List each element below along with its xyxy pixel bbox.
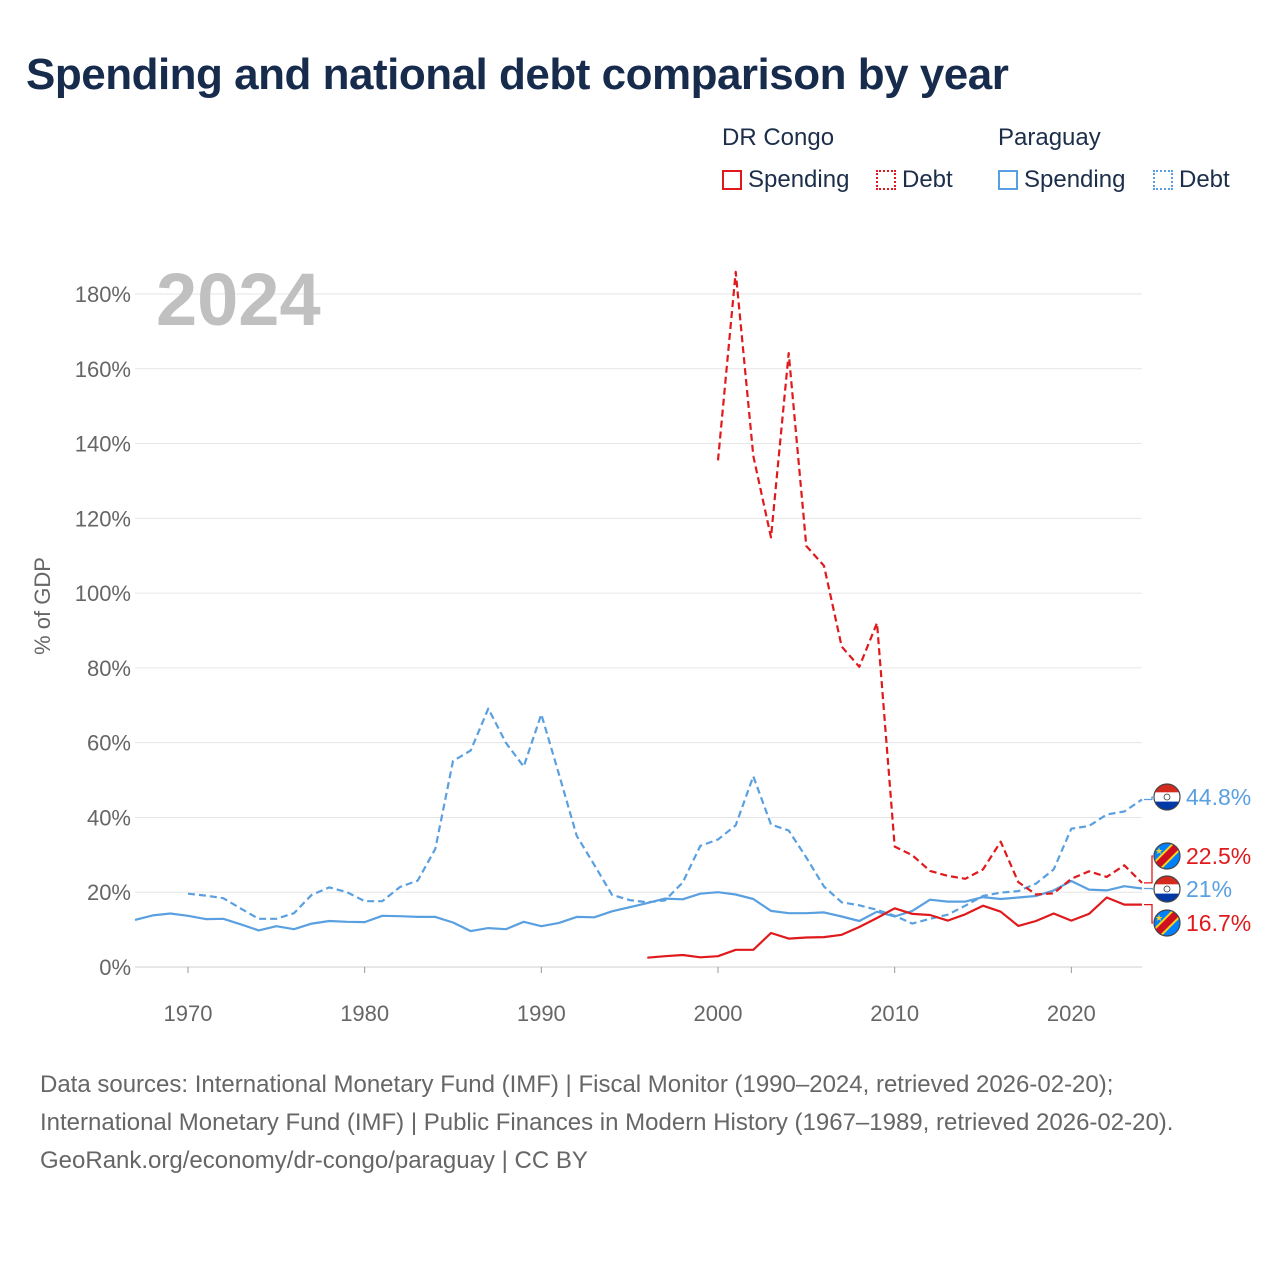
series-line-drc-spending	[647, 896, 1142, 959]
footer: Data sources: International Monetary Fun…	[40, 1066, 1250, 1180]
y-tick-label: 100%	[75, 581, 131, 606]
chart-title: Spending and national debt comparison by…	[26, 50, 1009, 99]
legend-label: Spending	[748, 166, 850, 193]
x-tick-label: 1990	[517, 1001, 566, 1026]
y-tick-label: 160%	[75, 357, 131, 382]
y-axis-label: % of GDP	[30, 557, 55, 655]
series-lines	[134, 270, 1143, 959]
y-tick-label: 40%	[87, 805, 131, 830]
svg-text:★: ★	[1155, 914, 1163, 924]
grid-lines	[135, 293, 1142, 968]
end-label-drc-debt: 22.5%	[1186, 843, 1251, 869]
end-label-connector	[1144, 903, 1153, 924]
x-tick-label: 2020	[1047, 1001, 1096, 1026]
end-label-paraguay-spending: 21%	[1186, 876, 1232, 902]
y-tick-label: 60%	[87, 731, 131, 756]
end-labels: 44.8% ★ 22.5% 21% ★ 16.7%	[1144, 783, 1251, 937]
x-tick-label: 1970	[164, 1001, 213, 1026]
legend-country-paraguay: Paraguay	[998, 124, 1101, 151]
year-watermark: 2024	[156, 258, 321, 341]
y-tick-label: 20%	[87, 880, 131, 905]
end-label-connector	[1144, 887, 1153, 890]
legend-drc-debt[interactable]: Debt	[876, 166, 953, 194]
legend-label: Debt	[1179, 166, 1230, 193]
legend-country-drc: DR Congo	[722, 124, 835, 151]
legend: DR Congo Spending Debt Paraguay Spending…	[0, 0, 1280, 220]
x-tick-label: 2000	[694, 1001, 743, 1026]
paraguay-flag-icon	[1153, 783, 1181, 811]
x-tick-label: 1980	[340, 1001, 389, 1026]
y-tick-label: 180%	[75, 282, 131, 307]
end-label-connector	[1144, 796, 1153, 801]
y-tick-label: 0%	[99, 955, 131, 980]
y-tick-label: 140%	[75, 432, 131, 457]
series-line-paraguay-debt	[187, 707, 1143, 925]
x-tick-label: 2010	[870, 1001, 919, 1026]
y-tick-label: 80%	[87, 656, 131, 681]
end-label-connector	[1144, 855, 1153, 884]
legend-swatch-dotted	[876, 170, 896, 190]
end-label-drc-spending: 16.7%	[1186, 910, 1251, 936]
legend-swatch-solid	[722, 170, 742, 190]
legend-label: Debt	[902, 166, 953, 193]
drcongo-flag-icon: ★	[1153, 842, 1181, 870]
legend-swatch-dotted	[1153, 170, 1173, 190]
svg-text:★: ★	[1155, 847, 1163, 857]
legend-paraguay-debt[interactable]: Debt	[1153, 166, 1230, 194]
y-axis-ticks: 0% 20% 40% 60% 80% 100% 120% 140% 160% 180%	[75, 282, 131, 980]
legend-label: Spending	[1024, 166, 1126, 193]
x-axis-ticks: 1970 1980 1990 2000 2010 2020	[164, 967, 1096, 1026]
data-sources: Data sources: International Monetary Fun…	[40, 1071, 1174, 1136]
paraguay-flag-icon	[1153, 875, 1181, 903]
series-line-paraguay-spending	[134, 879, 1143, 933]
y-tick-label: 120%	[75, 506, 131, 531]
legend-swatch-solid	[998, 170, 1018, 190]
credit-link[interactable]: GeoRank.org/economy/dr-congo/paraguay | …	[40, 1147, 588, 1174]
legend-drc-spending[interactable]: Spending	[722, 166, 849, 194]
series-line-drc-debt	[716, 270, 1143, 896]
line-chart: 0%20%40%60%80%100%120%140%160%180% 1970 1…	[30, 258, 1251, 1026]
legend-paraguay-spending[interactable]: Spending	[998, 166, 1125, 194]
drcongo-flag-icon: ★	[1153, 909, 1181, 937]
end-label-paraguay-debt: 44.8%	[1186, 784, 1251, 810]
